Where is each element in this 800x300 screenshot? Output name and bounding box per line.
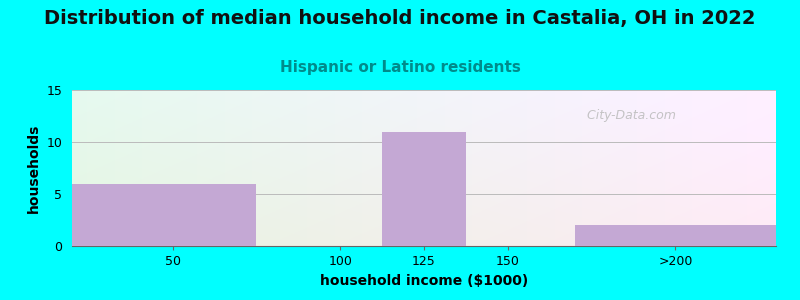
Text: City-Data.com: City-Data.com: [579, 109, 676, 122]
X-axis label: household income ($1000): household income ($1000): [320, 274, 528, 288]
Text: Distribution of median household income in Castalia, OH in 2022: Distribution of median household income …: [44, 9, 756, 28]
Bar: [382, 132, 466, 246]
Y-axis label: households: households: [27, 123, 41, 213]
Bar: [575, 225, 776, 246]
Bar: [72, 184, 256, 246]
Text: Hispanic or Latino residents: Hispanic or Latino residents: [279, 60, 521, 75]
